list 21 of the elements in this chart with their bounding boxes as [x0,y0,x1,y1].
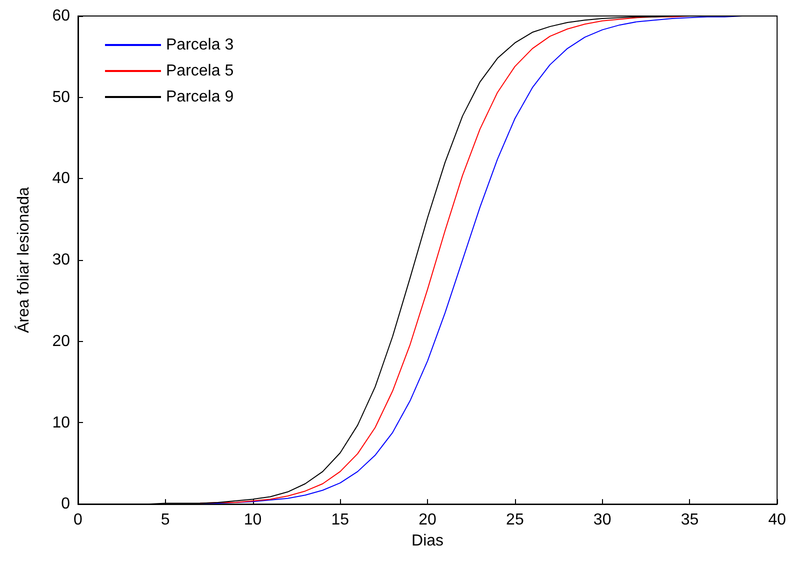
x-axis-title: Dias [412,532,444,550]
y-tick-label: 30 [52,252,70,269]
x-tick-label: 35 [680,512,699,529]
x-tick-label: 30 [593,512,612,529]
y-tick-label: 0 [61,496,70,513]
legend-label: Parcela 5 [166,62,234,80]
y-tick-label: 20 [52,332,70,350]
y-tick-label: 60 [52,8,70,24]
x-tick-label: 0 [74,512,83,529]
x-tick-label: 10 [244,512,262,529]
x-tick-label: 5 [160,512,170,529]
legend-label: Parcela 9 [166,88,234,106]
x-tick-label: 20 [418,512,437,529]
x-tick-label: 25 [506,512,524,529]
x-tick-label: 40 [768,512,786,529]
y-tick-label: 50 [52,88,70,106]
legend-label: Parcela 3 [166,36,234,54]
y-tick-label: 10 [52,414,70,432]
x-tick-label: 15 [331,512,350,529]
y-axis-title: Área foliar lesionada [14,187,32,333]
y-tick-label: 40 [52,170,70,188]
